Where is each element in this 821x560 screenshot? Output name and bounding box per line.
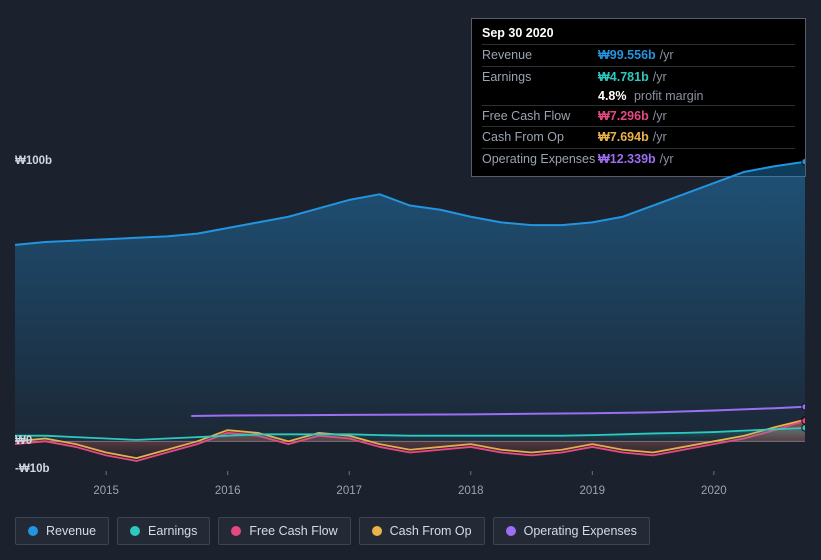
legend-swatch: [231, 526, 241, 536]
legend-item-cash-from-op[interactable]: Cash From Op: [359, 517, 485, 545]
tooltip-row-label: Earnings: [482, 69, 598, 86]
legend-swatch: [130, 526, 140, 536]
x-axis-label: 2019: [580, 485, 606, 497]
x-axis-ticks: 201520162017201820192020: [15, 473, 805, 493]
tooltip-row-label: Cash From Op: [482, 129, 598, 146]
legend-label: Cash From Op: [390, 524, 472, 538]
legend-swatch: [372, 526, 382, 536]
x-axis-label: 2015: [93, 485, 119, 497]
tooltip-row-value: ₩99.556b/yr: [598, 47, 674, 64]
x-axis-label: 2016: [215, 485, 241, 497]
tooltip-row-value: ₩4.781b/yr: [598, 69, 667, 86]
tooltip-row: Revenue₩99.556b/yr: [482, 44, 795, 66]
legend-swatch: [506, 526, 516, 536]
tooltip-row-value: ₩7.296b/yr: [598, 108, 667, 125]
legend-label: Free Cash Flow: [249, 524, 337, 538]
legend-label: Earnings: [148, 524, 197, 538]
y-axis-label: ₩0: [15, 435, 25, 447]
legend-label: Operating Expenses: [524, 524, 637, 538]
tooltip-row: Free Cash Flow₩7.296b/yr: [482, 105, 795, 127]
legend-swatch: [28, 526, 38, 536]
tooltip-row: Cash From Op₩7.694b/yr: [482, 126, 795, 148]
y-axis-label: ₩100b: [15, 155, 25, 167]
x-axis-label: 2018: [458, 485, 484, 497]
tooltip-date: Sep 30 2020: [482, 25, 795, 42]
tooltip-row-value: ₩7.694b/yr: [598, 129, 667, 146]
x-axis-label: 2020: [701, 485, 727, 497]
tooltip-row-label: Revenue: [482, 47, 598, 64]
chart-svg: [15, 155, 805, 475]
tooltip-rows: Revenue₩99.556b/yrEarnings₩4.781b/yr4.8%…: [482, 44, 795, 170]
x-axis-label: 2017: [336, 485, 362, 497]
tooltip-row: Earnings₩4.781b/yr: [482, 66, 795, 88]
legend-item-free-cash-flow[interactable]: Free Cash Flow: [218, 517, 350, 545]
legend-label: Revenue: [46, 524, 96, 538]
tooltip-row-label: Free Cash Flow: [482, 108, 598, 125]
legend-item-operating-expenses[interactable]: Operating Expenses: [493, 517, 650, 545]
legend-item-revenue[interactable]: Revenue: [15, 517, 109, 545]
chart-legend: Revenue Earnings Free Cash Flow Cash From O…: [15, 517, 650, 545]
financials-chart[interactable]: ₩100b₩0-₩10b 201520162017201820192020: [15, 155, 805, 475]
chart-tooltip: Sep 30 2020 Revenue₩99.556b/yrEarnings₩4…: [471, 18, 806, 177]
legend-item-earnings[interactable]: Earnings: [117, 517, 210, 545]
tooltip-profit-margin: 4.8% profit margin: [598, 88, 795, 105]
